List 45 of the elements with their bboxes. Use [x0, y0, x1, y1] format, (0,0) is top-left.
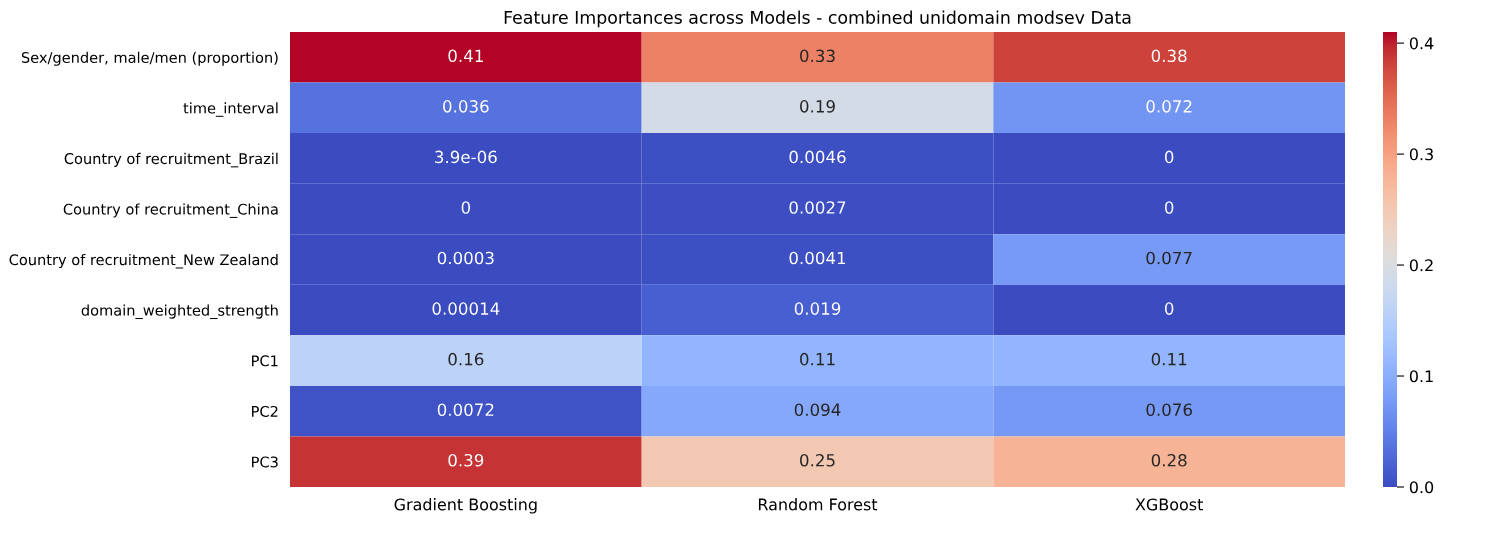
data-label: 3.9e-06	[435, 150, 497, 164]
color-bar-label: 0.4	[1409, 37, 1434, 50]
data-label: 0.0027	[789, 201, 846, 214]
data-label: 0	[1164, 150, 1174, 164]
data-label: 0	[461, 201, 471, 214]
data-label: 0.077	[1146, 251, 1192, 265]
y-tick-label: Sex/gender, male/men (proportion)	[21, 51, 278, 66]
data-label: 0.0041	[789, 251, 846, 265]
data-label: 0.16	[448, 352, 484, 366]
y-tick-label: Country of recruitment_Brazil	[64, 152, 278, 168]
y-tick-label: PC3	[252, 456, 278, 468]
color-bar-label: 0.3	[1409, 148, 1433, 161]
data-label: 0.019	[794, 302, 841, 315]
data-label: 0.00014	[432, 302, 500, 315]
y-tick-label: domain_weighted_strength	[81, 304, 278, 320]
data-label: 0.11	[1151, 352, 1187, 366]
y-tick-label: Country of recruitment_New Zealand	[9, 253, 278, 269]
color-bar-label: 0.2	[1409, 259, 1433, 272]
data-label: 0.0072	[437, 403, 494, 416]
data-label: 0.19	[800, 100, 835, 113]
data-label: 0.072	[1146, 100, 1192, 113]
y-tick-label: PC2	[252, 405, 278, 417]
color-bar-label: 0.1	[1409, 370, 1433, 383]
x-tick-label: XGBoost	[1135, 498, 1203, 511]
data-label: 0.33	[800, 49, 835, 63]
data-label: 0.036	[443, 100, 489, 113]
y-tick-label: time_interval	[183, 102, 278, 117]
data-label: 0.0003	[437, 251, 494, 265]
data-label: 0.11	[800, 352, 835, 366]
data-label: 0.28	[1151, 453, 1187, 467]
data-label: 0.0046	[789, 150, 846, 164]
data-label: 0.41	[448, 49, 483, 63]
x-tick-label: Random Forest	[758, 498, 878, 511]
y-tick-label: Country of recruitment_China	[63, 203, 278, 218]
color-bar-label: 0.0	[1409, 481, 1434, 494]
y-tick-label: PC1	[252, 355, 278, 367]
data-label: 0.076	[1146, 403, 1192, 416]
x-tick-label: Gradient Boosting	[394, 498, 537, 514]
data-label: 0	[1164, 302, 1174, 315]
data-label: 0.094	[794, 403, 841, 416]
data-label: 0.38	[1151, 49, 1187, 63]
chart-title: Feature Importances across Models - combined unidomain modsev Data	[504, 10, 1131, 28]
data-label: 0.39	[448, 453, 484, 467]
data-label: 0	[1164, 201, 1174, 214]
data-label: 0.25	[800, 453, 835, 467]
